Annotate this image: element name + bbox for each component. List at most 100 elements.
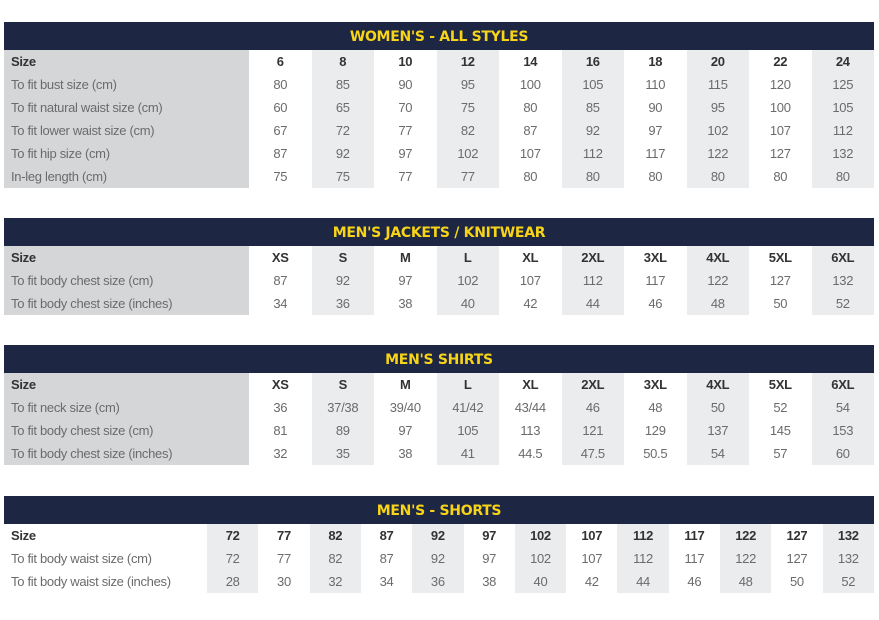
value-cell: 35 xyxy=(311,442,374,465)
value-cell: 107 xyxy=(519,273,541,288)
table-row: To fit hip size (cm) 87 92 97 102 107 112 117 12… xyxy=(4,142,874,165)
value-cell: 77 xyxy=(398,169,413,184)
row-label: To fit body waist size (inches) xyxy=(11,574,171,589)
value-cell: 112 xyxy=(811,119,874,142)
value-cell: 97 xyxy=(398,146,413,161)
value-cell: 117 xyxy=(684,551,705,566)
value-cell: 102 xyxy=(514,547,567,570)
table-row: To fit body waist size (cm) 72 77 82 87 92 97 1… xyxy=(4,547,874,570)
value-cell: 100 xyxy=(769,100,791,115)
size-cell: 82 xyxy=(309,524,361,547)
row-label: To fit body chest size (cm) xyxy=(4,419,249,442)
value-cell: 41 xyxy=(436,442,499,465)
size-cell: 3XL xyxy=(643,377,667,392)
size-cell: 122 xyxy=(720,524,772,547)
value-cell: 75 xyxy=(273,169,288,184)
size-cell: L xyxy=(436,373,499,396)
table-row: To fit neck size (cm) 36 37/38 39/40 41/42 43… xyxy=(4,396,874,419)
value-cell: 44 xyxy=(561,292,624,315)
table-row: To fit body chest size (inches) 34 36 38 40 4… xyxy=(4,292,874,315)
value-cell: 92 xyxy=(561,119,624,142)
size-table: Size 6 8 10 12 14 16 18 20 22 24 To fit bust size (… xyxy=(4,50,874,188)
value-cell: 36 xyxy=(273,400,288,415)
size-cell: 10 xyxy=(398,54,413,69)
value-cell: 110 xyxy=(645,77,666,92)
value-cell: 90 xyxy=(648,100,663,115)
value-cell: 80 xyxy=(811,165,874,188)
size-cell: 5XL xyxy=(768,250,792,265)
size-cell: 3XL xyxy=(643,250,667,265)
size-cell: 24 xyxy=(811,50,874,73)
size-cell: 117 xyxy=(684,528,705,543)
value-cell: 42 xyxy=(584,574,599,589)
value-cell: 122 xyxy=(686,142,749,165)
value-cell: 52 xyxy=(822,570,874,593)
value-cell: 70 xyxy=(398,100,413,115)
value-cell: 75 xyxy=(436,96,499,119)
size-cell: 6XL xyxy=(811,373,874,396)
value-cell: 36 xyxy=(311,292,374,315)
value-cell: 32 xyxy=(273,446,288,461)
value-cell: 80 xyxy=(648,169,663,184)
size-cell: L xyxy=(436,246,499,269)
mens-shorts-table: MEN'S - SHORTS Size 72 77 82 87 92 97 102 107 112 1… xyxy=(4,496,874,593)
value-cell: 50 xyxy=(790,574,804,589)
size-cell: 18 xyxy=(648,54,663,69)
value-cell: 43/44 xyxy=(514,400,546,415)
value-cell: 48 xyxy=(686,292,749,315)
value-cell: 77 xyxy=(398,123,413,138)
value-cell: 122 xyxy=(720,547,772,570)
size-cell: S xyxy=(311,373,374,396)
size-header-row: Size XS S M L XL 2XL 3XL 4XL 5XL 6XL xyxy=(4,246,874,269)
value-cell: 122 xyxy=(686,269,749,292)
size-cell: 2XL xyxy=(561,246,624,269)
value-cell: 137 xyxy=(686,419,749,442)
section-title: MEN'S JACKETS / KNITWEAR xyxy=(4,218,874,246)
value-cell: 105 xyxy=(811,96,874,119)
value-cell: 87 xyxy=(523,123,538,138)
mens-jackets-knitwear-table: MEN'S JACKETS / KNITWEAR Size XS S M L XL 2XL 3X… xyxy=(4,218,874,315)
value-cell: 37/38 xyxy=(311,396,374,419)
row-label: To fit bust size (cm) xyxy=(4,73,249,96)
value-cell: 46 xyxy=(561,396,624,419)
value-cell: 112 xyxy=(561,142,624,165)
size-cell: 12 xyxy=(436,50,499,73)
value-cell: 77 xyxy=(436,165,499,188)
value-cell: 129 xyxy=(644,423,666,438)
table-row: To fit body chest size (cm) 87 92 97 102 107 1… xyxy=(4,269,874,292)
row-label: To fit body chest size (inches) xyxy=(4,442,249,465)
size-cell: XL xyxy=(522,377,539,392)
value-cell: 40 xyxy=(436,292,499,315)
value-cell: 92 xyxy=(311,142,374,165)
value-cell: 90 xyxy=(398,77,413,92)
value-cell: 65 xyxy=(311,96,374,119)
row-label: Size xyxy=(4,246,249,269)
value-cell: 57 xyxy=(773,446,788,461)
size-cell: 4XL xyxy=(686,246,749,269)
section-title: WOMEN'S - ALL STYLES xyxy=(4,22,874,50)
table-row: To fit bust size (cm) 80 85 90 95 100 105 110 11… xyxy=(4,73,874,96)
value-cell: 127 xyxy=(769,273,791,288)
value-cell: 153 xyxy=(811,419,874,442)
value-cell: 132 xyxy=(811,142,874,165)
value-cell: 48 xyxy=(720,570,772,593)
value-cell: 28 xyxy=(207,570,259,593)
value-cell: 112 xyxy=(617,547,669,570)
value-cell: 32 xyxy=(309,570,361,593)
value-cell: 107 xyxy=(581,551,603,566)
value-cell: 82 xyxy=(309,547,361,570)
value-cell: 89 xyxy=(311,419,374,442)
value-cell: 81 xyxy=(273,423,288,438)
size-cell: 4XL xyxy=(686,373,749,396)
value-cell: 80 xyxy=(273,77,288,92)
value-cell: 50 xyxy=(773,296,788,311)
size-cell: 22 xyxy=(773,54,788,69)
size-cell: XS xyxy=(271,250,289,265)
value-cell: 42 xyxy=(523,296,538,311)
size-cell: 132 xyxy=(822,524,874,547)
value-cell: 82 xyxy=(436,119,499,142)
value-cell: 60 xyxy=(811,442,874,465)
value-cell: 39/40 xyxy=(389,400,421,415)
value-cell: 47.5 xyxy=(561,442,624,465)
row-label: To fit natural waist size (cm) xyxy=(4,96,249,119)
